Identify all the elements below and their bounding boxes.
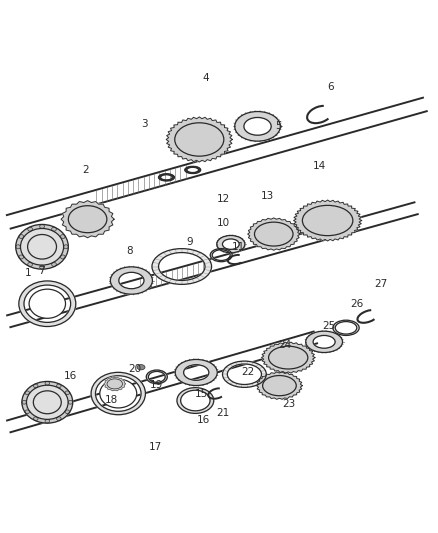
Text: 23: 23 (283, 399, 296, 409)
Text: 3: 3 (141, 119, 148, 129)
Text: 14: 14 (313, 161, 326, 171)
Text: 9: 9 (186, 237, 193, 247)
Polygon shape (152, 248, 212, 285)
Ellipse shape (28, 262, 32, 266)
Text: 6: 6 (327, 82, 334, 92)
Polygon shape (210, 248, 232, 262)
Ellipse shape (45, 382, 49, 385)
Text: 18: 18 (105, 394, 118, 405)
Text: 22: 22 (241, 367, 254, 377)
Text: 10: 10 (217, 217, 230, 228)
Text: 11: 11 (232, 242, 245, 252)
Polygon shape (105, 377, 124, 390)
Polygon shape (257, 372, 302, 399)
Ellipse shape (52, 262, 57, 266)
Polygon shape (306, 331, 343, 352)
Polygon shape (19, 281, 76, 327)
Ellipse shape (100, 379, 137, 408)
Text: 19: 19 (150, 379, 163, 390)
Text: 13: 13 (261, 191, 274, 201)
Polygon shape (293, 200, 362, 241)
Ellipse shape (52, 227, 57, 231)
Ellipse shape (29, 289, 66, 318)
Ellipse shape (25, 391, 30, 394)
Ellipse shape (64, 245, 68, 249)
Ellipse shape (65, 391, 70, 394)
Text: 4: 4 (202, 73, 209, 83)
Ellipse shape (57, 384, 61, 387)
Ellipse shape (33, 417, 38, 421)
Polygon shape (175, 359, 217, 385)
Polygon shape (22, 382, 73, 423)
Polygon shape (235, 111, 280, 141)
Polygon shape (217, 236, 245, 253)
Polygon shape (177, 387, 214, 414)
Ellipse shape (33, 384, 38, 387)
Ellipse shape (60, 235, 65, 239)
Ellipse shape (19, 255, 24, 259)
Ellipse shape (25, 410, 30, 414)
Text: 12: 12 (217, 193, 230, 204)
Polygon shape (261, 342, 315, 373)
Polygon shape (110, 267, 152, 294)
Polygon shape (16, 224, 68, 269)
Text: 5: 5 (275, 122, 282, 131)
Ellipse shape (40, 224, 44, 229)
Polygon shape (104, 377, 126, 391)
Polygon shape (166, 117, 233, 162)
Ellipse shape (16, 245, 21, 249)
Polygon shape (185, 166, 201, 173)
Polygon shape (296, 201, 359, 239)
Polygon shape (223, 361, 266, 387)
Ellipse shape (68, 400, 73, 404)
Ellipse shape (137, 365, 145, 370)
Polygon shape (258, 373, 300, 398)
Ellipse shape (57, 417, 61, 421)
Text: 27: 27 (374, 279, 388, 289)
Text: 15: 15 (195, 389, 208, 399)
Polygon shape (91, 373, 145, 415)
Ellipse shape (65, 410, 70, 414)
Polygon shape (264, 343, 313, 372)
Polygon shape (64, 203, 112, 236)
Text: 20: 20 (128, 365, 141, 374)
Polygon shape (159, 174, 174, 181)
Text: 2: 2 (82, 165, 89, 175)
Polygon shape (333, 320, 359, 335)
Polygon shape (250, 219, 298, 249)
Text: 16: 16 (197, 415, 210, 425)
Ellipse shape (45, 419, 49, 423)
Polygon shape (146, 370, 167, 384)
Text: 25: 25 (322, 321, 335, 330)
Text: 1: 1 (25, 268, 32, 278)
Ellipse shape (60, 255, 65, 259)
Ellipse shape (40, 265, 44, 269)
Text: 8: 8 (126, 246, 133, 256)
Ellipse shape (28, 227, 32, 231)
Ellipse shape (19, 235, 24, 239)
Polygon shape (61, 200, 114, 238)
Text: 17: 17 (149, 442, 162, 452)
Text: 16: 16 (64, 371, 77, 381)
Polygon shape (248, 218, 300, 250)
Text: 7: 7 (38, 266, 45, 276)
Polygon shape (169, 119, 230, 160)
Polygon shape (21, 229, 64, 265)
Ellipse shape (22, 400, 26, 404)
Text: 24: 24 (278, 341, 291, 350)
Polygon shape (26, 385, 68, 419)
Text: 21: 21 (216, 408, 229, 418)
Text: 26: 26 (350, 298, 364, 309)
